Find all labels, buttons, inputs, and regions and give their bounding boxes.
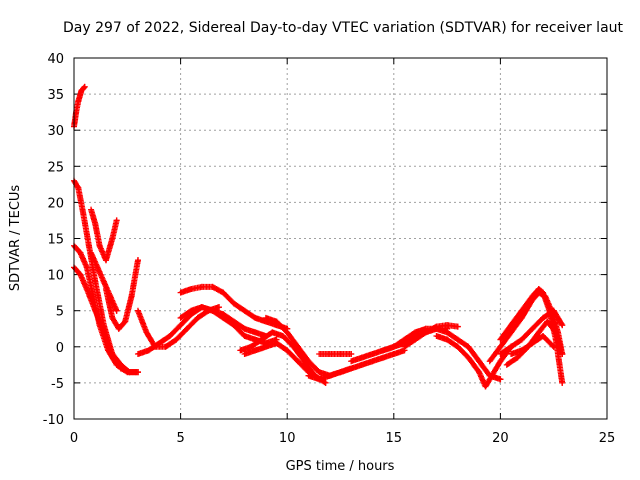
axis-ticks (73, 57, 608, 420)
x-tick-labels: 0 5 10 15 20 25 (70, 431, 615, 446)
x-tick-label: 15 (386, 431, 403, 446)
series-track-x (497, 307, 566, 358)
y-tick-label: 15 (47, 233, 64, 248)
x-tick-label: 5 (176, 431, 184, 446)
series-track-g (88, 249, 120, 314)
y-tick-labels: -10 -5 0 5 10 15 20 25 30 35 40 (43, 52, 64, 428)
point-trail (401, 322, 461, 350)
y-tick-label: 40 (47, 52, 64, 67)
point-trail (177, 304, 269, 339)
y-tick-label: 20 (47, 196, 64, 211)
y-axis-label: SDTVAR / TECUs (8, 185, 23, 292)
x-tick-label: 0 (70, 431, 78, 446)
series-track-y (508, 332, 557, 358)
point-trail (508, 333, 557, 358)
y-tick-label: -5 (51, 377, 64, 392)
y-tick-label: 25 (47, 160, 64, 175)
series-track-v (497, 286, 566, 386)
point-trail (88, 249, 120, 314)
data-points (71, 83, 566, 390)
point-trail (177, 283, 291, 332)
series-track-p (316, 351, 355, 358)
point-trail (88, 206, 120, 264)
y-tick-label: 35 (47, 88, 64, 103)
grid (74, 58, 607, 419)
y-tick-label: 30 (47, 124, 64, 139)
series-track-e (88, 206, 120, 264)
x-tick-label: 20 (492, 431, 509, 446)
y-tick-label: 5 (56, 305, 64, 320)
x-axis-label: GPS time / hours (286, 459, 395, 474)
series-track-t (433, 332, 515, 390)
y-tick-label: 0 (56, 341, 64, 356)
series-track-o (305, 347, 408, 383)
y-tick-label: -10 (43, 413, 64, 428)
y-tick-label: 10 (47, 269, 64, 284)
series-track-f (102, 257, 141, 332)
x-tick-label: 10 (279, 431, 296, 446)
point-trail (380, 325, 504, 383)
x-tick-label: 25 (599, 431, 616, 446)
point-trail (316, 351, 355, 358)
point-trail (497, 307, 566, 358)
chart-title: Day 297 of 2022, Sidereal Day-to-day VTE… (63, 20, 624, 36)
plot-frame (73, 57, 608, 420)
point-trail (305, 347, 408, 383)
series-track-s (401, 322, 461, 350)
point-trail (433, 332, 515, 390)
